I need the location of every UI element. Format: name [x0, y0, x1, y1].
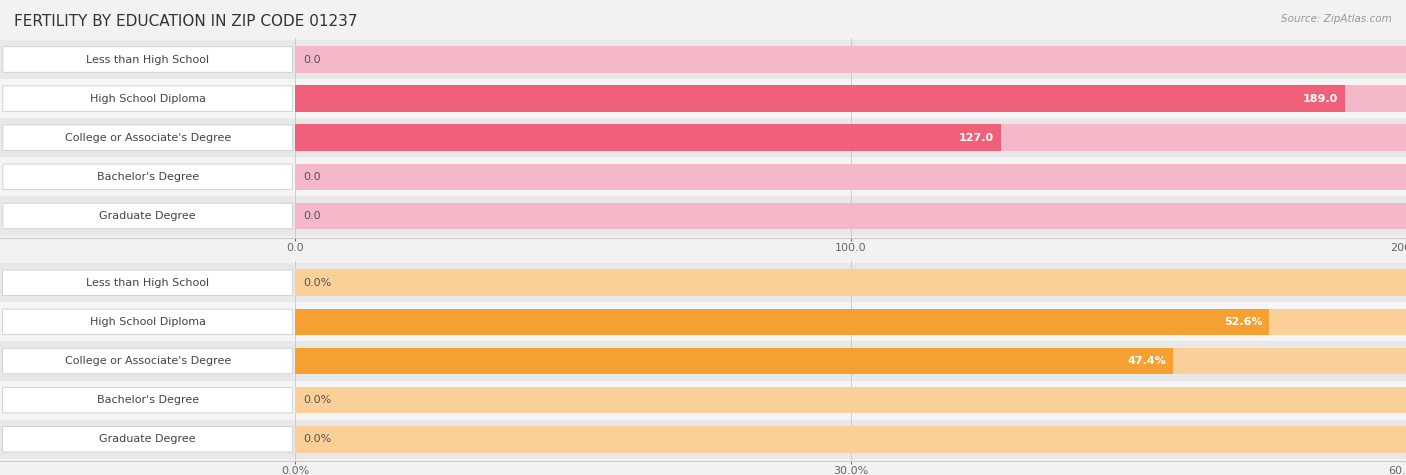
- Bar: [0, 302, 1406, 342]
- Bar: [295, 124, 1406, 151]
- Text: 0.0%: 0.0%: [304, 278, 332, 288]
- Text: 0.0: 0.0: [304, 211, 321, 221]
- Text: FERTILITY BY EDUCATION IN ZIP CODE 01237: FERTILITY BY EDUCATION IN ZIP CODE 01237: [14, 14, 357, 29]
- Bar: [295, 348, 1173, 374]
- Text: Less than High School: Less than High School: [86, 278, 209, 288]
- Bar: [295, 309, 1270, 335]
- Bar: [295, 269, 1406, 296]
- Text: 52.6%: 52.6%: [1223, 317, 1263, 327]
- Text: Less than High School: Less than High School: [86, 55, 209, 65]
- Bar: [295, 86, 1346, 112]
- Bar: [0, 79, 1406, 118]
- Text: Source: ZipAtlas.com: Source: ZipAtlas.com: [1281, 14, 1392, 24]
- Text: 0.0: 0.0: [304, 172, 321, 182]
- Bar: [0, 40, 1406, 79]
- Bar: [0, 157, 1406, 197]
- Text: 47.4%: 47.4%: [1128, 356, 1166, 366]
- Bar: [0, 263, 1406, 302]
- Text: Graduate Degree: Graduate Degree: [100, 211, 195, 221]
- Text: 0.0%: 0.0%: [304, 434, 332, 444]
- Bar: [295, 348, 1406, 374]
- FancyBboxPatch shape: [3, 47, 292, 72]
- Text: College or Associate's Degree: College or Associate's Degree: [65, 356, 231, 366]
- FancyBboxPatch shape: [3, 427, 292, 452]
- Bar: [295, 124, 1001, 151]
- Bar: [0, 342, 1406, 380]
- FancyBboxPatch shape: [3, 125, 292, 151]
- Bar: [295, 163, 1406, 190]
- Text: 189.0: 189.0: [1303, 94, 1339, 104]
- Text: Graduate Degree: Graduate Degree: [100, 434, 195, 444]
- Text: Bachelor's Degree: Bachelor's Degree: [97, 395, 198, 405]
- Text: 0.0: 0.0: [304, 55, 321, 65]
- FancyBboxPatch shape: [3, 309, 292, 334]
- Bar: [295, 387, 1406, 413]
- Bar: [295, 86, 1406, 112]
- FancyBboxPatch shape: [3, 86, 292, 111]
- FancyBboxPatch shape: [3, 203, 292, 229]
- FancyBboxPatch shape: [3, 164, 292, 190]
- FancyBboxPatch shape: [3, 388, 292, 413]
- Text: 0.0%: 0.0%: [304, 395, 332, 405]
- Text: High School Diploma: High School Diploma: [90, 94, 205, 104]
- Text: High School Diploma: High School Diploma: [90, 317, 205, 327]
- FancyBboxPatch shape: [3, 270, 292, 295]
- Bar: [295, 426, 1406, 453]
- Text: Bachelor's Degree: Bachelor's Degree: [97, 172, 198, 182]
- Bar: [0, 420, 1406, 459]
- FancyBboxPatch shape: [3, 348, 292, 374]
- Bar: [295, 309, 1406, 335]
- Bar: [0, 380, 1406, 420]
- Text: 127.0: 127.0: [959, 133, 994, 143]
- Bar: [295, 46, 1406, 73]
- Bar: [0, 197, 1406, 236]
- Text: College or Associate's Degree: College or Associate's Degree: [65, 133, 231, 143]
- Bar: [295, 203, 1406, 229]
- Bar: [0, 118, 1406, 157]
